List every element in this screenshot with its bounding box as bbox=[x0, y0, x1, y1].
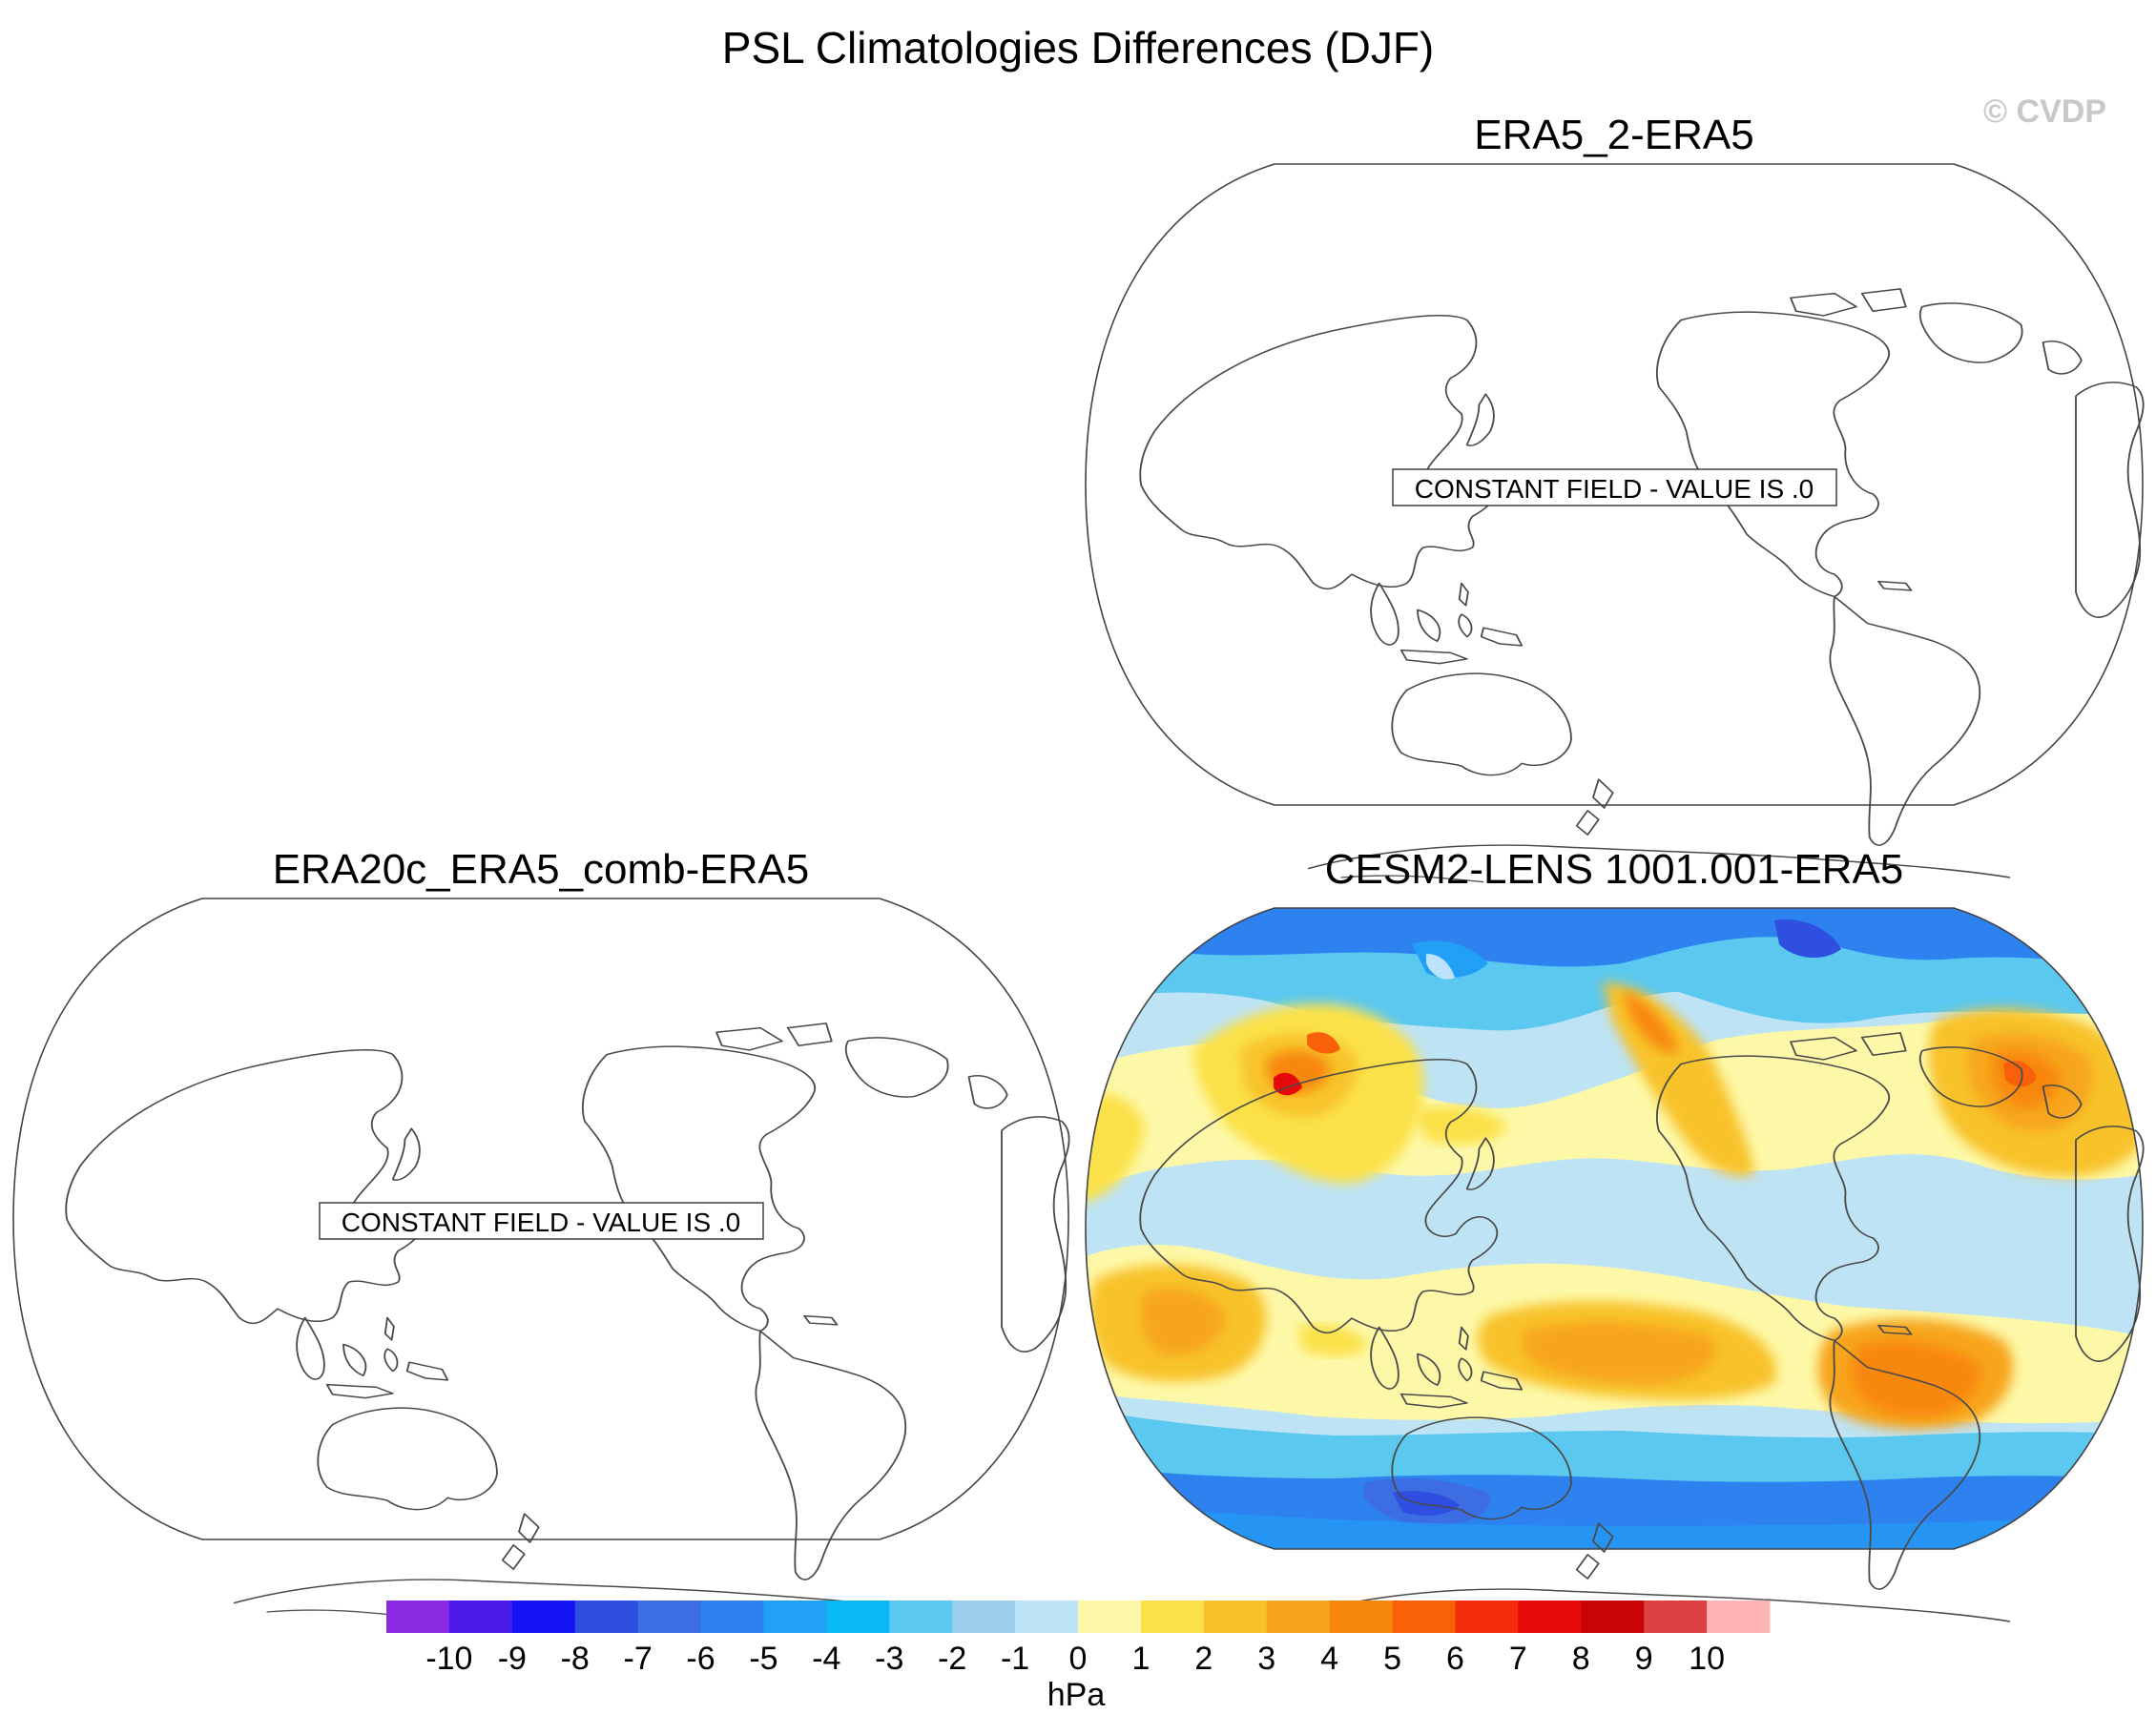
colorbar-swatch bbox=[1203, 1601, 1268, 1633]
colorbar-tick-label: 1 bbox=[1131, 1641, 1150, 1677]
colorbar-swatch bbox=[386, 1601, 450, 1633]
colorbar-swatch bbox=[952, 1601, 1016, 1633]
panel-title: CESM2-LENS 1001.001-ERA5 bbox=[1325, 846, 1904, 893]
colorbar-swatch bbox=[1455, 1601, 1519, 1633]
colorbar-swatch bbox=[1078, 1601, 1142, 1633]
copyright-label: © CVDP bbox=[1983, 93, 2106, 130]
colorbar-tick-label: 5 bbox=[1383, 1641, 1401, 1677]
map-boundary bbox=[12, 898, 1069, 1540]
colorbar-swatch bbox=[1015, 1601, 1079, 1633]
colorbar-tick-label: -5 bbox=[749, 1641, 777, 1677]
colorbar-tick-label: -6 bbox=[686, 1641, 715, 1677]
colorbar-swatch bbox=[637, 1601, 702, 1633]
colorbar-swatch bbox=[1518, 1601, 1582, 1633]
constant-field-note: CONSTANT FIELD - VALUE IS .0 bbox=[1415, 474, 1814, 504]
colorbar-tick-label: 4 bbox=[1320, 1641, 1338, 1677]
psl-difference-field bbox=[1086, 908, 2143, 1549]
colorbar-swatch bbox=[1329, 1601, 1394, 1633]
map-boundary bbox=[1085, 907, 2144, 1550]
map-coastlines bbox=[65, 1022, 1070, 1618]
colorbar-tick-label: 6 bbox=[1446, 1641, 1464, 1677]
panel-title: ERA5_2-ERA5 bbox=[1474, 112, 1753, 158]
colorbar-swatch bbox=[1392, 1601, 1456, 1633]
colorbar-swatch bbox=[1581, 1601, 1645, 1633]
colorbar-swatch bbox=[700, 1601, 764, 1633]
colorbar-swatch bbox=[574, 1601, 639, 1633]
colorbar: -10 -9 -8 -7 -6 -5 -4 -3 -2 -1 0 1 2 3 4 5 6 7 8 9 10 bbox=[386, 1601, 1771, 1677]
colorbar-tick-label: -4 bbox=[812, 1641, 840, 1677]
colorbar-tick-label: -3 bbox=[875, 1641, 903, 1677]
panel-title: ERA20c_ERA5_comb-ERA5 bbox=[273, 846, 809, 893]
colorbar-unit-label: hPa bbox=[1047, 1677, 1106, 1713]
colorbar-tick-label: -2 bbox=[938, 1641, 966, 1677]
colorbar-swatch bbox=[763, 1601, 827, 1633]
colorbar-tick-label: 9 bbox=[1635, 1641, 1653, 1677]
colorbar-swatch bbox=[511, 1601, 576, 1633]
constant-field-note: CONSTANT FIELD - VALUE IS .0 bbox=[342, 1208, 741, 1237]
map-boundary bbox=[1085, 163, 2144, 806]
colorbar-swatch bbox=[889, 1601, 953, 1633]
constant-field-box bbox=[319, 1202, 764, 1240]
colorbar-swatch bbox=[1707, 1601, 1771, 1633]
colorbar-tick-label: 8 bbox=[1572, 1641, 1590, 1677]
colorbar-swatch bbox=[1140, 1601, 1205, 1633]
colorbar-swatch bbox=[448, 1601, 513, 1633]
colorbar-tick-label: 10 bbox=[1689, 1641, 1725, 1677]
colorbar-tick-label: 3 bbox=[1257, 1641, 1275, 1677]
colorbar-swatch bbox=[1266, 1601, 1331, 1633]
colorbar-tick-label: -8 bbox=[561, 1641, 590, 1677]
colorbar-tick-label: -1 bbox=[1001, 1641, 1029, 1677]
colorbar-tick-label: 2 bbox=[1194, 1641, 1213, 1677]
map-panel-era20c: ERA20c_ERA5_comb-ERA5 CONSTANT FIELD - V… bbox=[12, 846, 1070, 1618]
constant-field-box bbox=[1392, 468, 1837, 506]
map-panel-era5-2: ERA5_2-ERA5 CONSTANT FIELD - VALUE IS .0 bbox=[1085, 112, 2145, 883]
map-panel-cesm2: CESM2-LENS 1001.001-ERA5 bbox=[1085, 846, 2145, 1627]
colorbar-tick-label: -7 bbox=[624, 1641, 653, 1677]
colorbar-tick-label: -9 bbox=[498, 1641, 527, 1677]
colorbar-tick-label: 0 bbox=[1069, 1641, 1088, 1677]
colorbar-swatch bbox=[826, 1601, 890, 1633]
colorbar-swatch bbox=[1644, 1601, 1708, 1633]
figure-title: PSL Climatologies Differences (DJF) bbox=[722, 23, 1434, 72]
colorbar-tick-label: -10 bbox=[425, 1641, 472, 1677]
colorbar-tick-label: 7 bbox=[1509, 1641, 1527, 1677]
map-coastlines bbox=[1139, 287, 2145, 883]
